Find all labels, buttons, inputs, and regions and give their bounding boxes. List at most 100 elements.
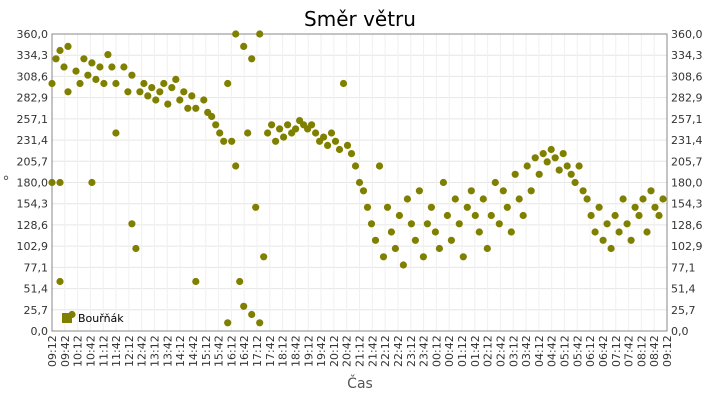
data-point [475,228,483,236]
data-point [479,195,487,203]
x-tick-label: 16:12 [225,335,238,367]
data-point [555,166,563,174]
data-point [272,137,280,145]
data-point [335,145,344,154]
data-point [487,211,495,220]
data-point [136,88,144,96]
data-point [232,30,240,38]
data-point [284,121,292,129]
data-point [339,79,348,88]
data-point [92,75,100,83]
y-tick-label-right: 51,4 [671,283,696,296]
x-axis-label: Čas [347,374,373,392]
x-tick-label: 07:42 [623,335,636,367]
x-tick-label: 14:42 [187,335,200,367]
data-point [395,211,403,220]
data-point [260,253,268,261]
data-point [347,150,356,158]
data-point [391,244,399,253]
data-point [308,121,316,129]
y-tick-label-right: 205,7 [671,155,703,168]
x-tick-label: 19:12 [302,335,315,367]
data-point [120,63,128,71]
data-point [647,187,655,195]
data-point [124,88,132,96]
data-point [324,141,332,149]
x-tick-label: 01:42 [469,335,482,367]
legend: Bouřňák [62,312,124,325]
y-tick-label-left: 25,7 [24,304,49,317]
x-tick-label: 22:12 [379,335,392,367]
x-tick-label: 20:42 [341,335,354,367]
data-point [248,310,256,319]
x-tick-label: 18:42 [289,335,302,367]
data-point [571,178,579,187]
data-point [383,203,392,211]
data-point [403,195,411,203]
x-tick-label: 15:12 [200,335,213,367]
data-point [176,96,184,104]
y-tick-label-left: 51,4 [24,283,49,296]
data-point [168,84,176,92]
y-tick-label-right: 257,1 [671,113,703,126]
data-point [539,150,547,158]
data-point [531,154,539,162]
data-point [635,211,643,220]
y-tick-label-right: 282,9 [671,92,703,105]
x-tick-label: 05:12 [559,335,572,367]
data-point [112,79,120,88]
data-point [192,104,200,112]
data-point [547,145,555,154]
data-point [583,195,591,203]
x-tick-label: 09:12 [661,335,674,367]
x-tick-label: 23:42 [418,335,431,367]
data-point [371,236,380,244]
data-point [575,162,583,170]
y-tick-label-left: 282,9 [17,92,49,105]
data-point [200,96,208,104]
data-point [52,55,60,63]
data-point [56,178,64,187]
y-tick-label-left: 205,7 [17,155,49,168]
data-point [355,178,364,187]
x-tick-label: 03:42 [520,335,533,367]
data-point [519,211,527,220]
data-point [256,319,264,327]
data-point [599,236,607,244]
y-tick-label-right: 77,1 [671,261,696,274]
data-point [60,63,68,71]
data-point [192,277,200,286]
x-tick-label: 00:12 [430,335,443,367]
data-point [411,236,419,244]
data-point [104,51,112,59]
data-point [88,59,96,67]
data-point [252,203,260,211]
data-point [331,137,340,145]
y-tick-label-right: 0,0 [671,325,689,338]
y-tick-label-right: 231,4 [671,134,703,147]
data-point [627,236,635,244]
x-tick-label: 00:42 [443,335,456,367]
x-tick-label: 21:42 [366,335,379,367]
data-point [220,137,228,145]
data-point [64,42,72,51]
x-tick-label: 09:42 [59,335,72,367]
data-point [268,121,276,129]
data-point [100,79,108,88]
x-tick-label: 11:12 [97,335,110,367]
data-point [108,63,116,71]
y-tick-label-right: 180,0 [671,177,703,190]
x-tick-label: 02:42 [494,335,507,367]
y-tick-label-left: 102,9 [17,240,49,253]
data-point [471,211,479,220]
data-point [164,100,172,108]
x-tick-label: 07:12 [610,335,623,367]
data-point [611,211,619,220]
data-point [463,203,471,211]
data-point [535,170,543,178]
data-point [587,211,595,220]
data-point [419,253,427,261]
data-point [655,211,663,220]
data-point [292,125,300,133]
